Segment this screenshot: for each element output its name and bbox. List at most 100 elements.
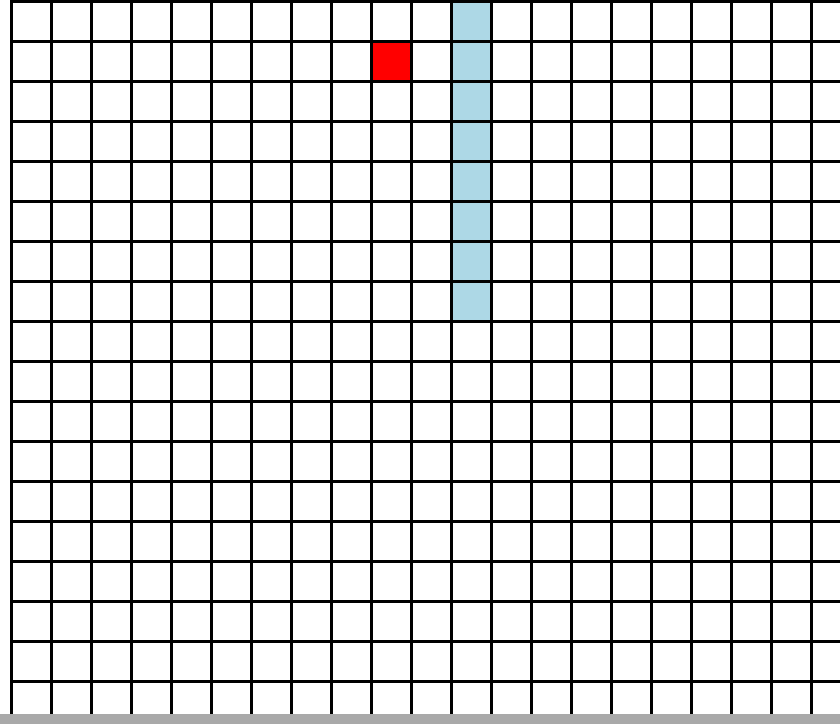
grid-cell: [293, 243, 330, 280]
grid-cell: [213, 323, 250, 360]
grid-cell: [573, 163, 610, 200]
grid-cell: [533, 83, 570, 120]
grid-cell: [373, 123, 410, 160]
grid-cell: [333, 483, 370, 520]
grid-cell: [613, 323, 650, 360]
grid-cell: [333, 603, 370, 640]
grid-cell: [533, 683, 570, 720]
grid-cell: [813, 163, 840, 200]
grid-cell: [13, 203, 50, 240]
grid-cell: [173, 683, 210, 720]
grid-cell: [693, 643, 730, 680]
grid-cell: [413, 83, 450, 120]
grid-cell: [613, 43, 650, 80]
horizontal-scrollbar[interactable]: [0, 714, 840, 724]
grid-cell: [53, 43, 90, 80]
grid-cell: [53, 483, 90, 520]
grid-cell: [573, 683, 610, 720]
grid-cell: [693, 443, 730, 480]
grid-cell: [13, 3, 50, 40]
grid-cell: [93, 563, 130, 600]
grid-cell: [453, 603, 490, 640]
grid-cell: [773, 283, 810, 320]
grid-cell: [653, 43, 690, 80]
grid-cell: [733, 203, 770, 240]
grid-cell: [173, 3, 210, 40]
snake-segment: [453, 163, 490, 200]
grid-cell: [253, 123, 290, 160]
grid-cell: [13, 483, 50, 520]
grid-cell: [293, 683, 330, 720]
grid-cell: [653, 523, 690, 560]
grid-cell: [93, 523, 130, 560]
snake-segment: [453, 83, 490, 120]
grid-cell: [373, 643, 410, 680]
grid-cell: [253, 563, 290, 600]
grid-cell: [53, 363, 90, 400]
grid-cell: [333, 283, 370, 320]
grid-cell: [613, 563, 650, 600]
grid-cell: [693, 483, 730, 520]
grid-cell: [493, 3, 530, 40]
grid-cell: [293, 83, 330, 120]
grid-cell: [133, 443, 170, 480]
grid-cell: [293, 3, 330, 40]
grid-cell: [293, 283, 330, 320]
grid-cell: [213, 243, 250, 280]
grid-cell: [613, 363, 650, 400]
grid-cell: [213, 443, 250, 480]
grid-cell: [493, 443, 530, 480]
grid-cell: [253, 603, 290, 640]
grid-cell: [653, 403, 690, 440]
grid-cell: [253, 323, 290, 360]
grid-cell: [773, 523, 810, 560]
grid-cell: [293, 203, 330, 240]
grid-cell: [773, 243, 810, 280]
snake-segment: [453, 3, 490, 40]
grid-cell: [93, 123, 130, 160]
grid-cell: [213, 123, 250, 160]
grid-cell: [693, 3, 730, 40]
grid-cell: [773, 683, 810, 720]
grid-cell: [613, 643, 650, 680]
grid-cell: [213, 43, 250, 80]
grid-cell: [373, 523, 410, 560]
grid-cell: [213, 523, 250, 560]
grid-cell: [93, 83, 130, 120]
snake-segment: [453, 43, 490, 80]
grid-cell: [573, 443, 610, 480]
grid-cell: [693, 123, 730, 160]
grid-cell: [173, 163, 210, 200]
grid-cell: [493, 683, 530, 720]
grid-cell: [373, 283, 410, 320]
grid-cell: [293, 523, 330, 560]
grid-cell: [533, 563, 570, 600]
grid-cell: [253, 283, 290, 320]
grid-cell: [173, 563, 210, 600]
grid-cell: [773, 603, 810, 640]
grid-cell: [53, 123, 90, 160]
grid-cell: [13, 603, 50, 640]
grid-cell: [573, 323, 610, 360]
grid-cell: [813, 563, 840, 600]
grid-cell: [493, 563, 530, 600]
grid-cell: [333, 3, 370, 40]
grid-cell: [773, 203, 810, 240]
grid-cell: [733, 283, 770, 320]
grid-cell: [533, 43, 570, 80]
grid-cell: [93, 643, 130, 680]
grid-cell: [373, 163, 410, 200]
grid-cell: [813, 283, 840, 320]
grid-cell: [613, 163, 650, 200]
game-board[interactable]: [10, 0, 840, 724]
grid-cell: [573, 563, 610, 600]
grid-cell: [93, 283, 130, 320]
grid-cell: [693, 403, 730, 440]
grid-cell: [333, 523, 370, 560]
grid-cell: [573, 243, 610, 280]
grid-cell: [293, 403, 330, 440]
grid-cell: [453, 443, 490, 480]
grid-cell: [773, 443, 810, 480]
grid-cell: [613, 683, 650, 720]
